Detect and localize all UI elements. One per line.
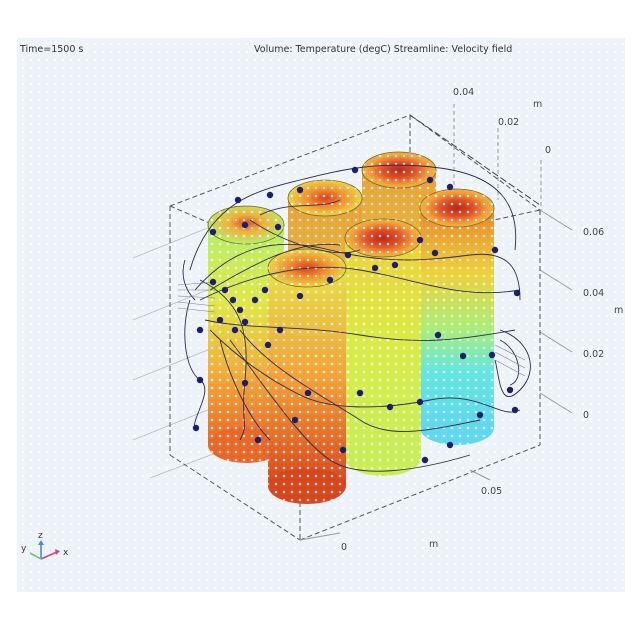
y-tick-2: 0 — [545, 145, 551, 156]
cylinder-front-right — [419, 188, 495, 445]
y-tick-0: 0.04 — [453, 87, 474, 98]
triad-x-label: x — [63, 548, 69, 558]
z-tick-2: 0.02 — [583, 349, 604, 360]
x-axis-bottom — [299, 469, 491, 541]
z-tick-1: 0.04 — [583, 288, 604, 299]
y-axis-top — [453, 104, 542, 210]
cylinder-front-left — [267, 248, 347, 504]
triad-z-label: z — [38, 531, 43, 541]
y-tick-1: 0.02 — [498, 117, 519, 128]
z-tick-3: 0 — [583, 410, 589, 421]
bounding-box-front — [409, 114, 541, 206]
z-axis-unit: m — [614, 305, 623, 316]
x-tick-1: 0.05 — [481, 486, 502, 497]
streamline-shadows — [177, 281, 526, 377]
triad-y-label: y — [21, 544, 27, 554]
plot-title: Volume: Temperature (degC) Streamline: V… — [254, 44, 513, 55]
orientation-triad: z x y — [21, 531, 69, 560]
y-axis-arrow-icon — [29, 552, 42, 560]
streamline-arrows — [192, 166, 521, 464]
z-axis-right — [539, 209, 573, 414]
x-axis-unit: m — [429, 539, 438, 550]
time-label: Time=1500 s — [20, 44, 84, 55]
x-axis-arrow-icon — [40, 551, 58, 560]
cylinder-front-middle — [344, 218, 422, 476]
y-axis-unit: m — [533, 99, 542, 110]
z-tick-0: 0.06 — [583, 227, 604, 238]
x-tick-0: 0 — [341, 542, 347, 553]
